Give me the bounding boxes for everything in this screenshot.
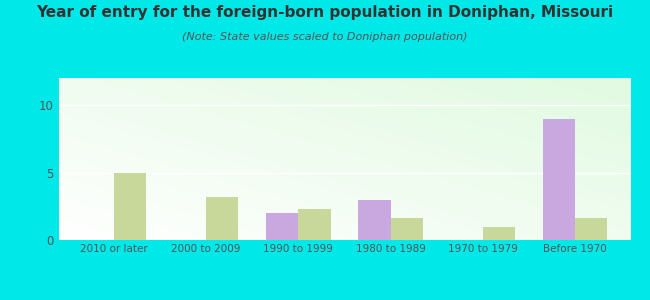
Bar <box>575 218 608 240</box>
Bar <box>266 213 298 240</box>
Bar <box>298 209 331 240</box>
Bar <box>483 226 515 240</box>
Bar <box>358 200 391 240</box>
Text: Year of entry for the foreign-born population in Doniphan, Missouri: Year of entry for the foreign-born popul… <box>36 4 614 20</box>
Text: (Note: State values scaled to Doniphan population): (Note: State values scaled to Doniphan p… <box>182 32 468 41</box>
Bar <box>391 218 423 240</box>
Bar <box>114 172 146 240</box>
Bar <box>543 118 575 240</box>
Bar <box>206 197 239 240</box>
